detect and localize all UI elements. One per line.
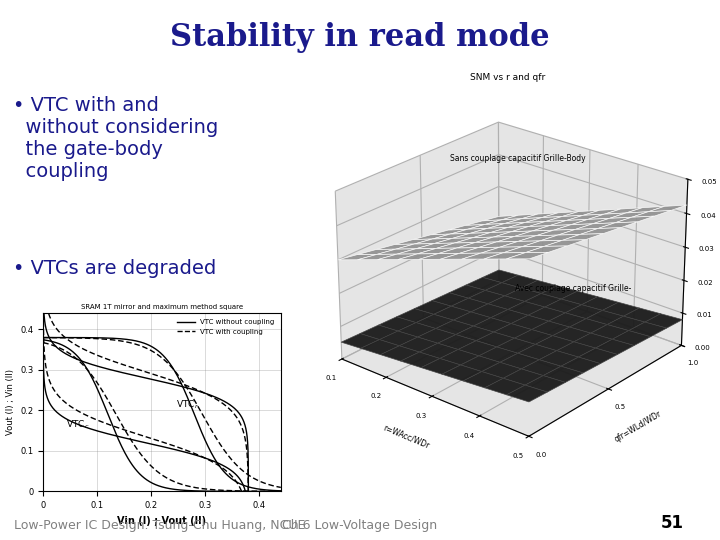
- Legend: VTC without coupling, VTC with coupling: VTC without coupling, VTC with coupling: [175, 316, 277, 338]
- Text: VTC$_r$: VTC$_r$: [176, 398, 199, 410]
- Text: Ch.6 Low-Voltage Design: Ch.6 Low-Voltage Design: [282, 519, 438, 532]
- Text: Low-Power IC Design. Tsung-Chu Huang, NCUE: Low-Power IC Design. Tsung-Chu Huang, NC…: [14, 519, 306, 532]
- Text: Avec couplage capacitif Grille-: Avec couplage capacitif Grille-: [516, 284, 631, 293]
- X-axis label: r=WAcc/WDr: r=WAcc/WDr: [382, 423, 431, 450]
- Text: VTC$_c$: VTC$_c$: [66, 418, 89, 431]
- Y-axis label: qfr=WLd/WDr: qfr=WLd/WDr: [613, 409, 663, 444]
- Text: • VTC with and
  without considering
  the gate-body
  coupling: • VTC with and without considering the g…: [13, 96, 218, 181]
- X-axis label: Vin (I) ; Vout (II): Vin (I) ; Vout (II): [117, 516, 207, 525]
- Title: SNM vs r and qfr: SNM vs r and qfr: [470, 73, 545, 83]
- Text: Stability in read mode: Stability in read mode: [170, 22, 550, 52]
- Title: SRAM 1T mirror and maximum method square: SRAM 1T mirror and maximum method square: [81, 304, 243, 310]
- Text: 51: 51: [661, 514, 684, 532]
- Text: Sans couplage capacitif Grille-Body: Sans couplage capacitif Grille-Body: [451, 154, 586, 163]
- Y-axis label: Vout (I) ; Vin (II): Vout (I) ; Vin (II): [6, 369, 14, 435]
- Text: • VTCs are degraded: • VTCs are degraded: [13, 259, 217, 278]
